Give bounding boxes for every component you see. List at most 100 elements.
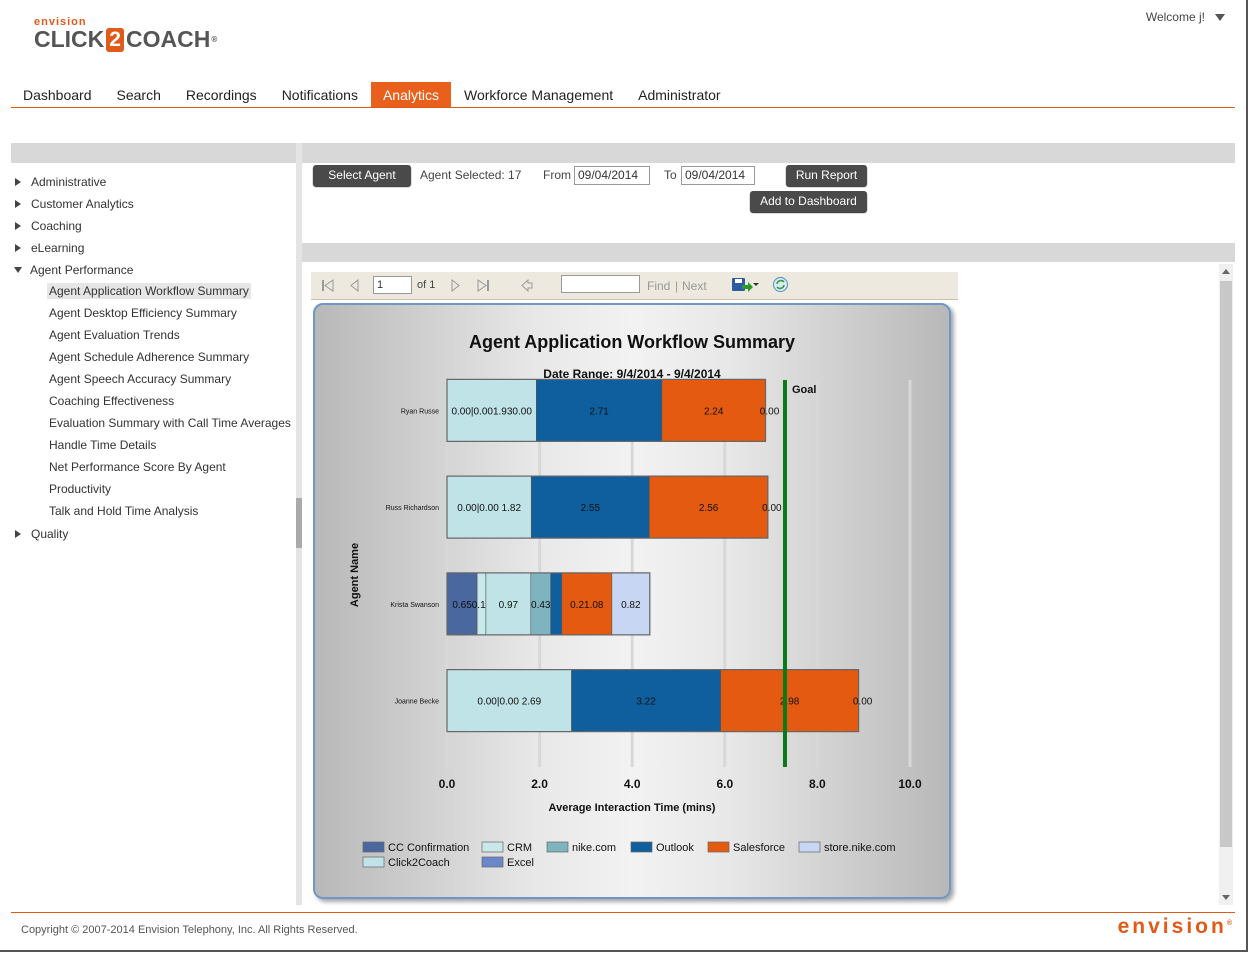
page-number-input[interactable]: 1 [373,276,412,294]
tree-group-elearning[interactable]: eLearning [13,237,296,259]
tab-workforce-management[interactable]: Workforce Management [463,87,614,103]
last-page-icon[interactable] [476,279,490,292]
expand-right-icon[interactable] [15,200,21,208]
find-link[interactable]: Find [647,279,671,293]
logo-coach: COACH [125,26,211,52]
chevron-down-icon[interactable] [1215,13,1225,21]
tab-search[interactable]: Search [116,87,161,103]
legend-label: Outlook [656,842,694,854]
report-link[interactable]: Agent Schedule Adherence Summary [13,347,296,369]
bar-segment [661,379,766,442]
tree-group-label: Customer Analytics [31,197,134,211]
report-link-label: Agent Schedule Adherence Summary [49,350,250,364]
bar-segment [720,669,859,732]
bar-segment [561,572,613,636]
bar-segment [485,572,532,636]
tree-group-customer-analytics[interactable]: Customer Analytics [13,193,296,215]
expand-right-icon[interactable] [15,530,21,538]
legend-label: store.nike.com [824,842,896,854]
data-label: 0.19 [472,600,492,611]
data-label: 0.00|0.001.930.00 [451,406,532,417]
legend-swatch [630,841,653,853]
data-label: 0.43 [531,600,551,611]
tree-group-label: Administrative [31,175,107,189]
report-scrollbar[interactable] [1219,264,1233,905]
report-viewer-toolbar: 1 of 1 Find | Next [311,272,958,300]
legend-swatch [481,841,504,853]
tab-recordings[interactable]: Recordings [185,87,257,103]
from-date-input[interactable]: 09/04/2014 [574,166,650,185]
report-tree: Administrative Customer Analytics Coaching… [13,171,296,545]
tree-group-label: eLearning [31,241,85,255]
tab-notifications[interactable]: Notifications [281,87,358,103]
export-icon[interactable] [731,276,759,293]
tree-group-coaching[interactable]: Coaching [13,215,296,237]
report-link[interactable]: Evaluation Summary with Call Time Averag… [13,413,296,435]
tree-group-label: Quality [31,527,69,541]
scroll-down-icon[interactable] [1222,895,1230,900]
to-date-input[interactable]: 09/04/2014 [681,166,755,185]
y-tick-label: Russ Richardson [386,505,439,512]
bar-segment [446,379,537,442]
data-label: 0.82 [621,600,641,611]
expand-down-icon[interactable] [14,267,22,273]
find-text-input[interactable] [561,275,640,293]
report-link-label: Productivity [49,482,112,496]
expand-right-icon[interactable] [15,222,21,230]
report-link[interactable]: Agent Speech Accuracy Summary [13,369,296,391]
to-label: To [664,168,677,182]
tab-dashboard[interactable]: Dashboard [23,87,92,103]
report-link[interactable]: Agent Application Workflow Summary [13,281,296,303]
report-link[interactable]: Agent Evaluation Trends [13,325,296,347]
expand-right-icon[interactable] [15,178,21,186]
x-tick-label: 2.0 [531,777,548,791]
report-link-label: Coaching Effectiveness [49,394,175,408]
report-link[interactable]: Talk and Hold Time Analysis [13,501,296,523]
refresh-icon[interactable] [772,276,789,293]
welcome-text: Welcome j! [1145,10,1205,24]
run-report-button[interactable]: Run Report [786,165,867,186]
tree-group-quality[interactable]: Quality [13,523,296,545]
report-link[interactable]: Agent Desktop Efficiency Summary [13,303,296,325]
data-label: 0.21.08 [570,600,604,611]
chart-subtitle: Date Range: 9/4/2014 - 9/4/2014 [543,367,721,381]
legend-label: nike.com [572,842,616,854]
previous-page-icon[interactable] [350,279,360,292]
tree-group-agent-performance[interactable]: Agent Performance [13,259,296,281]
x-tick-label: 4.0 [624,777,641,791]
filter-header-bar [302,143,1235,163]
click2coach-logo: envision CLICK 2 COACH ® [34,16,217,53]
report-link[interactable]: Coaching Effectiveness [13,391,296,413]
bar-segment [530,475,650,539]
tab-administrator[interactable]: Administrator [638,87,721,103]
data-label: 0.97 [499,600,519,611]
next-link[interactable]: Next [682,279,707,293]
chart-title: Agent Application Workflow Summary [469,332,795,352]
report-link[interactable]: Net Performance Score By Agent [13,457,296,479]
tab-analytics[interactable]: Analytics [370,82,451,107]
scroll-up-icon[interactable] [1222,269,1230,274]
user-menu[interactable]: Welcome j! [1146,10,1225,24]
report-link[interactable]: Handle Time Details [13,435,296,457]
next-page-icon[interactable] [450,279,460,292]
report-link[interactable]: Productivity [13,479,296,501]
add-to-dashboard-button[interactable]: Add to Dashboard [750,191,867,212]
scrollbar-thumb[interactable] [1220,281,1232,847]
first-page-icon[interactable] [321,279,335,292]
bar-segment [536,379,663,442]
expand-right-icon[interactable] [15,244,21,252]
x-tick-label: 8.0 [809,777,826,791]
tree-group-administrative[interactable]: Administrative [13,171,296,193]
logo-registered: ® [211,35,218,44]
logo-two: 2 [106,27,124,52]
bar-segment [611,572,651,636]
main-nav: Dashboard Search Recordings Notifications An… [11,82,1235,108]
data-label: 3.22 [636,697,656,708]
back-icon[interactable] [521,279,533,292]
select-agent-button[interactable]: Select Agent [313,165,411,186]
bar-outline [446,572,651,636]
sidebar-splitter-handle[interactable] [296,498,302,548]
y-tick-label: Ryan Russe [401,408,439,415]
report-link-label: Handle Time Details [49,438,157,452]
